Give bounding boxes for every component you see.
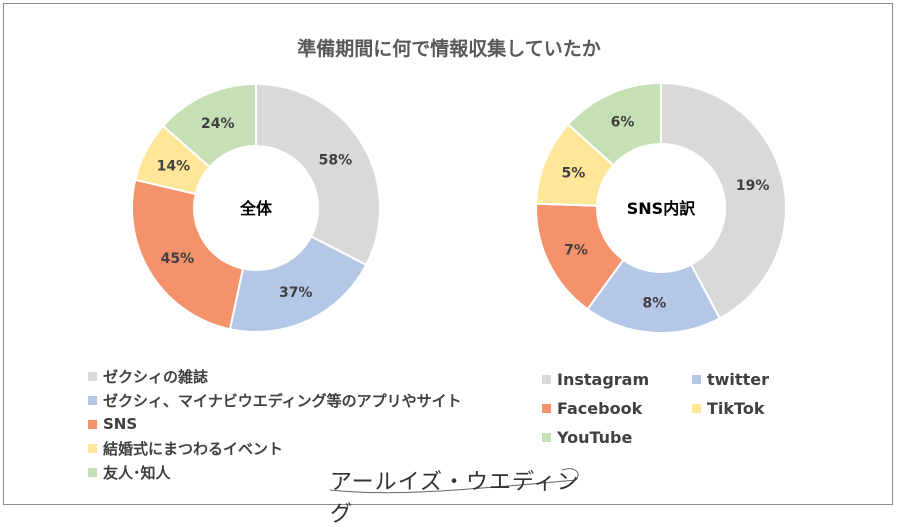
- donut-chart-overall: 58% 37% 45% 14% 24% 全体: [131, 82, 381, 333]
- legend-swatch: [88, 419, 97, 429]
- legend-swatch: [692, 404, 701, 413]
- donut-slice: [228, 235, 368, 333]
- data-label: 37%: [279, 285, 313, 301]
- legend-label: 結婚式にまつわるイベント: [103, 439, 284, 458]
- donut-slice: [161, 82, 257, 169]
- donut-chart-sns: 19% 8% 7% 5% 6% SNS内訳: [535, 81, 787, 334]
- legend-entry: Facebook: [542, 394, 692, 423]
- data-label: 5%: [561, 166, 585, 182]
- legend-label: twitter: [707, 370, 769, 389]
- donut-slice: [131, 178, 245, 331]
- legend-label: Facebook: [557, 399, 643, 418]
- legend-swatch: [88, 395, 97, 405]
- logo-text: アールイズ・ウエディング: [330, 470, 580, 527]
- legend-entry: YouTube: [542, 423, 692, 452]
- data-label: 58%: [319, 153, 353, 169]
- legend-entry: twitter: [692, 365, 842, 394]
- legend-entry: 結婚式にまつわるイベント: [88, 436, 462, 460]
- donut-slice: [255, 82, 381, 267]
- legend-swatch: [692, 375, 701, 384]
- legend-label: SNS: [103, 415, 138, 433]
- legend-label: TikTok: [707, 399, 765, 418]
- chart-title: 準備期間に何で情報収集していたか: [297, 38, 601, 60]
- legend-label: ゼクシィの雑誌: [103, 367, 209, 386]
- data-label: 7%: [564, 242, 588, 258]
- legend-label: Instagram: [557, 370, 650, 389]
- legend-swatch: [88, 443, 97, 453]
- data-label: 8%: [643, 295, 667, 311]
- legend-entry: ゼクシィ、マイナビウエディング等のアプリやサイト: [88, 388, 462, 412]
- legend-label: YouTube: [557, 428, 633, 447]
- brand-logo: アールイズ・ウエディング: [326, 462, 586, 527]
- legend-entry: ゼクシィの雑誌: [88, 364, 462, 388]
- data-label: 6%: [611, 115, 635, 131]
- legend-overall: ゼクシィの雑誌ゼクシィ、マイナビウエディング等のアプリやサイト SNS 結婚式にまつ…: [88, 364, 462, 484]
- data-label: 24%: [201, 116, 235, 132]
- legend-label: ゼクシィ、マイナビウエディング等のアプリやサイト: [103, 391, 462, 410]
- legend-sns: Instagram twitter Facebook TikTok YouTube: [542, 365, 842, 452]
- legend-label: 友人･知人: [103, 463, 171, 482]
- legend-swatch: [542, 433, 551, 442]
- donut-slice: [566, 81, 662, 167]
- center-label: SNS内訳: [627, 199, 696, 218]
- legend-swatch: [542, 375, 551, 384]
- legend-entry: TikTok: [692, 394, 842, 423]
- legend-entry: Instagram: [542, 365, 692, 394]
- center-label: 全体: [239, 199, 273, 218]
- legend-swatch: [88, 371, 97, 381]
- donut-slice: [660, 81, 787, 320]
- logo-swash: [329, 468, 579, 494]
- legend-swatch: [542, 404, 551, 413]
- data-label: 14%: [157, 158, 191, 174]
- legend-entry: 友人･知人: [88, 460, 462, 484]
- legend-entry: SNS: [88, 412, 462, 436]
- data-label: 45%: [161, 251, 195, 267]
- data-label: 19%: [736, 178, 770, 194]
- legend-swatch: [88, 467, 97, 477]
